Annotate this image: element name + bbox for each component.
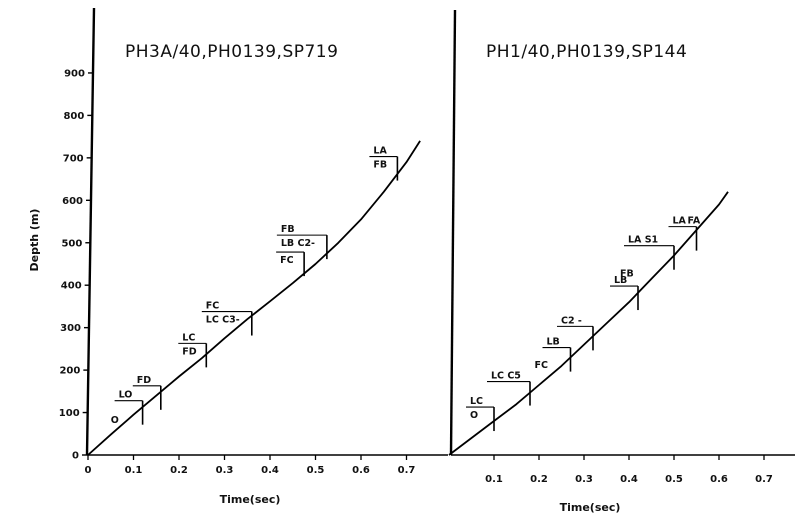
y-tick-label: 400	[61, 281, 82, 292]
horizon-marker: LC C5	[487, 371, 531, 406]
marker-label-top: LC C5	[491, 371, 521, 382]
y-tick-label: 0	[72, 451, 79, 462]
horizon-marker: LO	[114, 390, 144, 425]
marker-label-top: LO	[119, 390, 133, 401]
marker-label-top: LB	[547, 337, 560, 348]
horizon-marker: FD	[132, 375, 162, 410]
chart-panel-left: PH3A/40,PH0139,SP719 Depth (m) Time(sec)…	[28, 7, 448, 506]
y-tick-label: 300	[60, 323, 81, 334]
marker-label-bottom: LC C3-	[206, 315, 240, 326]
marker-label-top: FC	[206, 301, 219, 312]
x-tick-label: 0.6	[352, 465, 370, 476]
x-axis-label: Time(sec)	[220, 493, 281, 506]
horizon-marker: LA S1	[624, 235, 675, 270]
marker-label-top: LB	[614, 275, 627, 286]
marker-label-top: FB	[281, 224, 295, 235]
marker-label-bottom: FC	[280, 255, 293, 266]
depth-time-curve	[448, 191, 729, 456]
marker-label-top: FD	[137, 375, 151, 386]
horizon-marker: FB LB C2-	[276, 224, 328, 260]
chart-panel-right: PH1/40,PH0139,SP144 Time(sec) 0.1 0.2 0.3 0…	[448, 9, 795, 514]
depth-time-curve	[87, 140, 421, 456]
x-tick-label: 0.1	[125, 465, 143, 476]
marker-label-bottom: FD	[182, 346, 196, 357]
y-axis	[449, 9, 457, 456]
x-tick-label: 0.4	[261, 465, 279, 476]
x-tick-label: 0.2	[170, 465, 188, 476]
y-tick-label: 500	[61, 238, 82, 249]
marker-label-bottom: O	[470, 410, 478, 421]
horizon-marker: LA FB	[369, 146, 399, 181]
marker-label-top: LA	[373, 146, 387, 157]
x-tick-label: 0.7	[755, 474, 773, 485]
x-tick-label: 0.2	[530, 474, 548, 485]
y-tick-label: 600	[62, 196, 83, 207]
horizon-marker: FC LC C3-	[201, 301, 253, 336]
y-tick-label: 200	[59, 366, 80, 377]
horizon-marker: LB	[610, 275, 639, 311]
marker-label-bottom: FB	[373, 160, 387, 171]
marker-label-top: C2 -	[561, 315, 582, 326]
annotation-label: FB	[620, 269, 634, 280]
x-tick-label: 0.5	[307, 465, 325, 476]
y-tick-label: 100	[59, 408, 80, 419]
horizon-marker: FC	[276, 251, 305, 277]
marker-label-top: LC	[470, 396, 483, 407]
x-tick-label: 0.3	[575, 474, 593, 485]
marker-label-top: LA S1	[628, 235, 658, 246]
chart-title: PH1/40,PH0139,SP144	[486, 42, 687, 62]
horizon-marker: LB	[542, 337, 572, 372]
marker-label-top: LA	[673, 216, 687, 227]
x-tick-label: 0.6	[710, 474, 728, 485]
horizon-marker: LA	[668, 216, 698, 251]
annotation-label: O	[111, 415, 119, 426]
y-tick-label: 900	[64, 68, 85, 79]
x-tick-label: 0.3	[216, 465, 234, 476]
marker-label-top: LC	[182, 332, 195, 343]
x-tick-label: 0.4	[620, 474, 638, 485]
horizon-marker: LC FD	[178, 332, 208, 368]
marker-label-bottom: LB C2-	[281, 238, 315, 249]
x-tick-label: 0.5	[665, 474, 683, 485]
x-tick-label: 0	[85, 465, 92, 476]
annotation-label: FA	[688, 216, 701, 227]
x-tick-label: 0.7	[398, 465, 416, 476]
horizon-marker: LC O	[466, 396, 495, 432]
x-tick-label: 0.1	[485, 474, 503, 485]
chart-title: PH3A/40,PH0139,SP719	[125, 42, 338, 62]
y-tick-label: 700	[63, 153, 84, 164]
horizon-marker: C2 -	[557, 315, 594, 351]
y-axis	[85, 7, 96, 456]
x-axis-label: Time(sec)	[560, 501, 621, 514]
annotation-label: FC	[535, 360, 548, 371]
y-axis-label: Depth (m)	[28, 209, 41, 272]
y-tick-label: 800	[63, 111, 84, 122]
